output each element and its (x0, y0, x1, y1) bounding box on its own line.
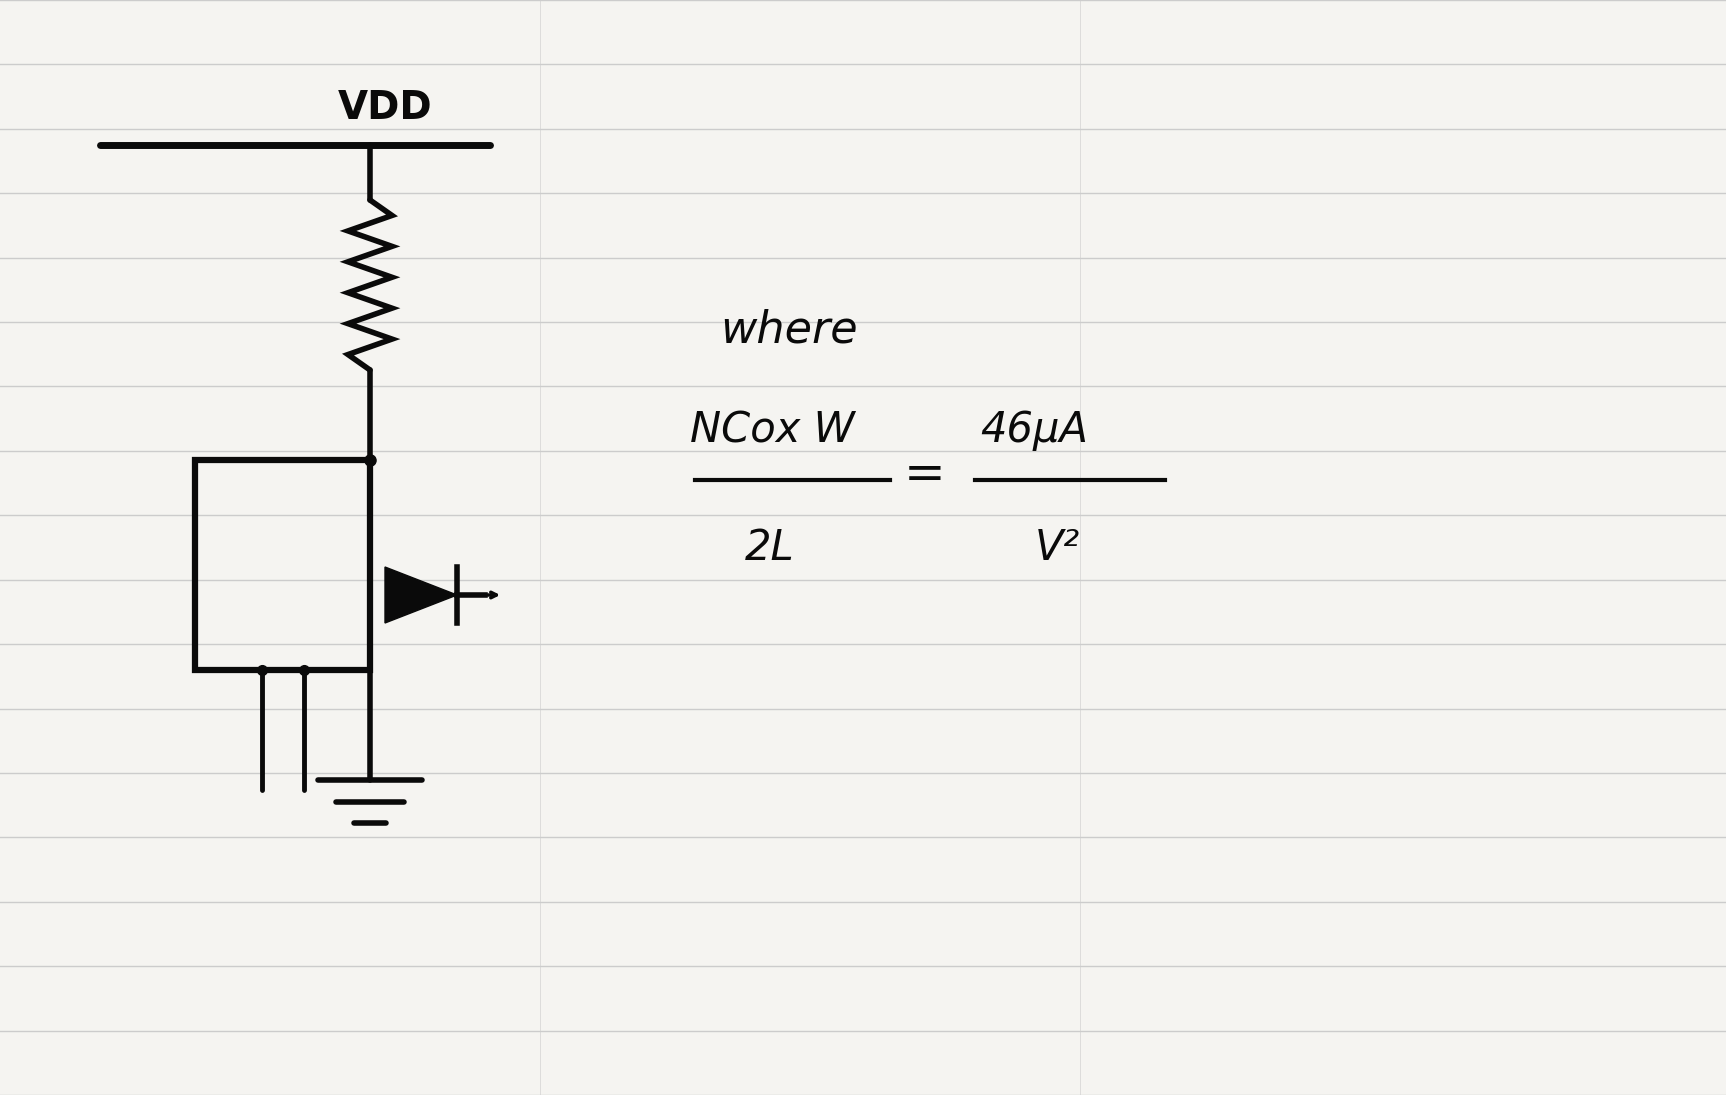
Text: V²: V² (1036, 527, 1080, 569)
Polygon shape (385, 567, 457, 623)
Text: =: = (904, 451, 946, 499)
Text: NCox W: NCox W (690, 410, 854, 451)
Text: VDD: VDD (338, 89, 432, 127)
Text: 2L: 2L (746, 527, 794, 569)
Bar (195, 460, 369, 670)
Text: 46μA: 46μA (980, 410, 1087, 451)
Text: where: where (720, 309, 858, 351)
